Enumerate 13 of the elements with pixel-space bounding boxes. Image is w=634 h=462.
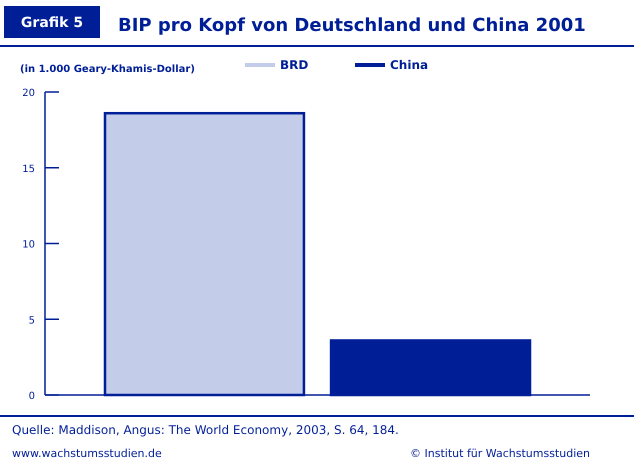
text: Grafik 5 (20, 15, 84, 31)
y-tick-label: 5 (28, 315, 35, 326)
y-tick-label: 10 (22, 240, 35, 250)
text: www.wachstumsstudien.de (12, 447, 162, 460)
y-tick-label: 20 (22, 88, 35, 99)
legend-label: BRD (280, 58, 308, 72)
legend-label: China (390, 58, 428, 72)
y-tick-label: 0 (28, 391, 35, 402)
y-tick-label: 15 (22, 164, 35, 175)
chart-title: BIP pro Kopf von Deutschland und China 2001 (118, 15, 586, 36)
text: © Institut für Wachstumsstudien (410, 447, 590, 460)
y-axis-title: (in 1.000 Geary-Khamis-Dollar) (20, 64, 195, 75)
source-note: Quelle: Maddison, Angus: The World Economy, 2003, S. 64, 184. (12, 423, 399, 437)
